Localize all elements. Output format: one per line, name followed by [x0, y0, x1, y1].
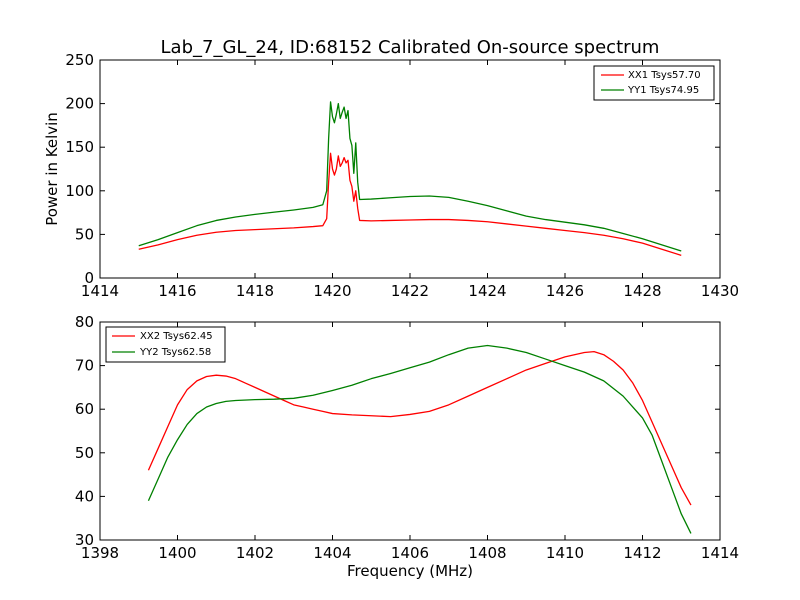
x-tick-label: 1422 — [391, 282, 429, 300]
series-line-xx1 — [138, 152, 682, 256]
y-tick-label: 70 — [75, 357, 94, 375]
x-tick-label: 1402 — [236, 544, 274, 562]
legend-label-yy1: YY1 Tsys74.95 — [627, 85, 699, 96]
x-tick-label: 1406 — [391, 544, 429, 562]
x-tick-label: 1424 — [468, 282, 506, 300]
legend-label-xx2: XX2 Tsys62.45 — [140, 331, 213, 342]
bottom-panel: 1398 1400 1402 1404 1406 1408 1410 1412 1414 30 40… — [75, 313, 739, 580]
x-tick-label: 1430 — [701, 282, 739, 300]
figure-title: Lab_7_GL_24, ID:68152 Calibrated On-sour… — [161, 37, 660, 58]
x-tick-label: 1408 — [468, 544, 506, 562]
top-panel-series — [138, 101, 682, 256]
legend-label-yy2: YY2 Tsys62.58 — [139, 347, 211, 358]
y-tick-label: 50 — [75, 225, 94, 243]
x-tick-label: 1428 — [623, 282, 661, 300]
bottom-panel-legend: XX2 Tsys62.45 YY2 Tsys62.58 — [105, 326, 226, 363]
x-tick-label: 1416 — [158, 282, 196, 300]
series-line-yy1 — [138, 101, 682, 252]
y-tick-label: 60 — [75, 400, 94, 418]
top-panel-y-axis-label: Power in Kelvin — [43, 112, 61, 226]
top-panel: 1414 1416 1418 1420 1422 1424 1426 1428 1430 0 50 1… — [43, 51, 739, 300]
x-tick-label: 1410 — [546, 544, 584, 562]
y-tick-label: 250 — [65, 51, 94, 69]
y-tick-label: 50 — [75, 444, 94, 462]
x-tick-label: 1404 — [313, 544, 351, 562]
bottom-panel-series — [147, 344, 692, 534]
y-tick-label: 80 — [75, 313, 94, 331]
y-tick-label: 100 — [65, 182, 94, 200]
x-tick-label: 1412 — [623, 544, 661, 562]
y-tick-label: 0 — [84, 269, 94, 287]
legend-label-xx1: XX1 Tsys57.70 — [628, 70, 701, 81]
bottom-panel-ticks: 1398 1400 1402 1404 1406 1408 1410 1412 1414 30 40… — [75, 313, 739, 562]
series-line-yy2 — [147, 344, 692, 534]
bottom-panel-legend-box — [105, 326, 226, 363]
series-line-xx2 — [147, 351, 692, 506]
top-panel-ticks: 1414 1416 1418 1420 1422 1424 1426 1428 1430 0 50 1… — [65, 51, 739, 300]
bottom-panel-x-axis-label: Frequency (MHz) — [347, 562, 473, 580]
x-tick-label: 1426 — [546, 282, 584, 300]
x-tick-label: 1418 — [236, 282, 274, 300]
y-tick-label: 30 — [75, 531, 94, 549]
x-tick-label: 1420 — [313, 282, 351, 300]
x-tick-label: 1398 — [81, 544, 119, 562]
y-tick-label: 150 — [65, 138, 94, 156]
x-tick-label: 1400 — [158, 544, 196, 562]
top-panel-legend: XX1 Tsys57.70 YY1 Tsys74.95 — [593, 65, 715, 101]
top-panel-legend-box — [593, 65, 715, 101]
y-tick-label: 200 — [65, 95, 94, 113]
x-tick-label: 1414 — [701, 544, 739, 562]
y-tick-label: 40 — [75, 487, 94, 505]
x-tick-label: 1414 — [81, 282, 119, 300]
